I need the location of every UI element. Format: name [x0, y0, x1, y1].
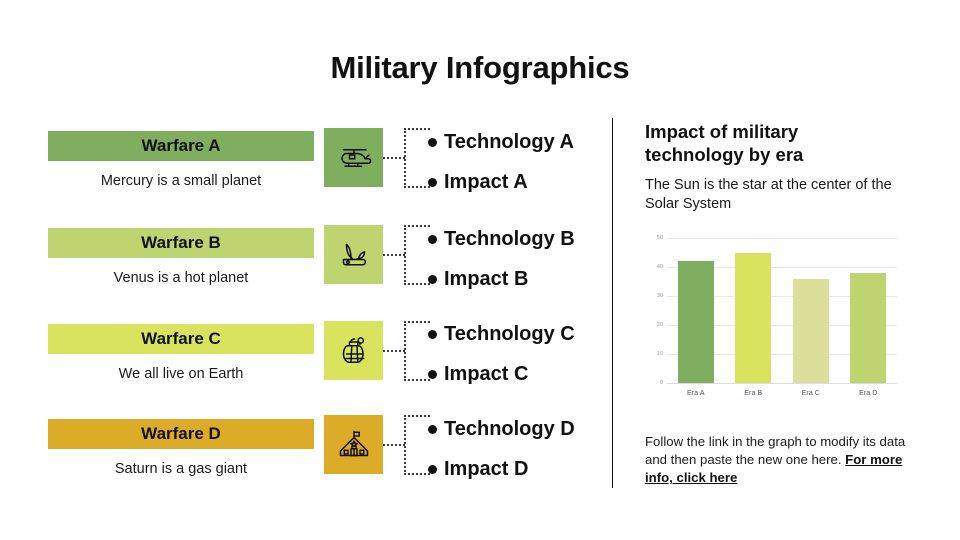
bullet-impact-c: Impact C — [428, 363, 528, 386]
bullet-dot-icon — [428, 275, 437, 284]
right-panel-title: Impact of military technology by era — [645, 121, 804, 165]
bullet-label: Impact C — [444, 363, 529, 385]
bullet-label: Technology C — [444, 323, 575, 345]
warfare-c-subtitle: We all live on Earth — [118, 366, 244, 382]
bar-chart: 0 10 20 30 40 50 Era A Era B Era C Era D — [645, 232, 897, 417]
bullet-technology-c: Technology C — [428, 323, 575, 346]
connector-stem — [383, 350, 405, 352]
connector-branch-top — [404, 225, 430, 227]
bullet-impact-d: Impact D — [428, 458, 528, 481]
connector-branch-top — [404, 321, 430, 323]
connector-c — [383, 315, 437, 387]
right-panel-footer: Follow the link in the graph to modify i… — [645, 433, 907, 488]
pocket-knife-icon — [336, 237, 372, 273]
chart-x-tick-label: Era D — [859, 388, 878, 397]
right-panel-subtitle: The Sun is the star at the center of the… — [645, 177, 892, 212]
warfare-row-d: Warfare D Saturn is a gas giant — [48, 419, 314, 477]
chart-gridline — [667, 354, 897, 355]
chart-bar — [735, 252, 772, 383]
connector-stem — [383, 254, 405, 256]
connector-d — [383, 409, 437, 481]
bullet-dot-icon — [428, 465, 437, 474]
chart-gridline — [667, 296, 897, 297]
chart-bar — [792, 278, 829, 383]
bullet-impact-a: Impact A — [428, 171, 528, 194]
bullet-dot-icon — [428, 178, 437, 187]
bullet-technology-b: Technology B — [428, 228, 575, 251]
warfare-row-c: Warfare C We all live on Earth — [48, 324, 314, 382]
warfare-d-subtitle: Saturn is a gas giant — [114, 461, 248, 477]
bullet-dot-icon — [428, 330, 437, 339]
chart-y-tick-label: 10 — [656, 351, 663, 357]
icon-box-b — [324, 225, 383, 284]
warfare-a-subtitle: Mercury is a small planet — [100, 173, 262, 189]
bullet-label: Technology B — [444, 228, 575, 250]
warfare-row-b: Warfare B Venus is a hot planet — [48, 228, 314, 286]
bullet-label: Technology D — [444, 418, 575, 440]
more-info-link[interactable]: For more info, click here — [645, 452, 903, 486]
connector-spine — [404, 321, 406, 381]
chart-y-tick-label: 50 — [656, 235, 663, 241]
bullet-dot-icon — [428, 370, 437, 379]
chart-y-tick-label: 40 — [656, 264, 663, 270]
warfare-d-header: Warfare D — [48, 419, 314, 449]
connector-stem — [383, 157, 405, 159]
chart-gridline — [667, 238, 897, 239]
chart-x-tick-label: Era C — [801, 388, 820, 397]
warfare-row-a: Warfare A Mercury is a small planet — [48, 131, 314, 189]
connector-branch-top — [404, 415, 430, 417]
chart-y-tick-label: 0 — [659, 380, 663, 386]
connector-spine — [404, 128, 406, 188]
chart-plot-area — [667, 238, 897, 384]
chart-x-tick-label: Era A — [686, 388, 705, 397]
bullet-label: Impact D — [444, 458, 529, 480]
bullet-label: Impact B — [444, 268, 529, 290]
connector-branch-top — [404, 128, 430, 130]
chart-gridline — [667, 325, 897, 326]
chart-x-axis — [667, 383, 897, 384]
bullet-label: Technology A — [444, 131, 574, 153]
helicopter-icon — [336, 140, 372, 176]
bullet-dot-icon — [428, 425, 437, 434]
connector-stem — [383, 444, 405, 446]
footer-text: Follow the link in the graph to modify i… — [645, 434, 906, 468]
page-title: Military Infographics — [330, 50, 630, 85]
bullet-impact-b: Impact B — [428, 268, 528, 291]
connector-a — [383, 122, 437, 194]
chart-bar — [677, 261, 714, 383]
bullet-technology-a: Technology A — [428, 131, 574, 154]
warfare-c-header: Warfare C — [48, 324, 314, 354]
bullet-technology-d: Technology D — [428, 418, 575, 441]
warfare-a-header: Warfare A — [48, 131, 314, 161]
chart-bar — [850, 272, 887, 383]
military-tent-icon — [336, 427, 372, 463]
warfare-b-header: Warfare B — [48, 228, 314, 258]
warfare-b-subtitle: Venus is a hot planet — [113, 270, 249, 286]
bullet-dot-icon — [428, 235, 437, 244]
icon-box-c — [324, 321, 383, 380]
connector-spine — [404, 415, 406, 475]
connector-spine — [404, 225, 406, 285]
chart-y-tick-label: 30 — [656, 293, 663, 299]
connector-b — [383, 219, 437, 291]
icon-box-d — [324, 415, 383, 474]
bullet-label: Impact A — [444, 171, 528, 193]
connector-branch-bottom — [404, 473, 430, 475]
chart-y-tick-label: 20 — [656, 322, 663, 328]
connector-branch-bottom — [404, 379, 430, 381]
panel-divider — [612, 118, 613, 488]
chart-gridline — [667, 267, 897, 268]
connector-branch-bottom — [404, 283, 430, 285]
bullet-dot-icon — [428, 138, 437, 147]
connector-branch-bottom — [404, 186, 430, 188]
chart-x-tick-label: Era B — [744, 388, 763, 397]
icon-box-a — [324, 128, 383, 187]
grenade-icon — [336, 333, 372, 369]
